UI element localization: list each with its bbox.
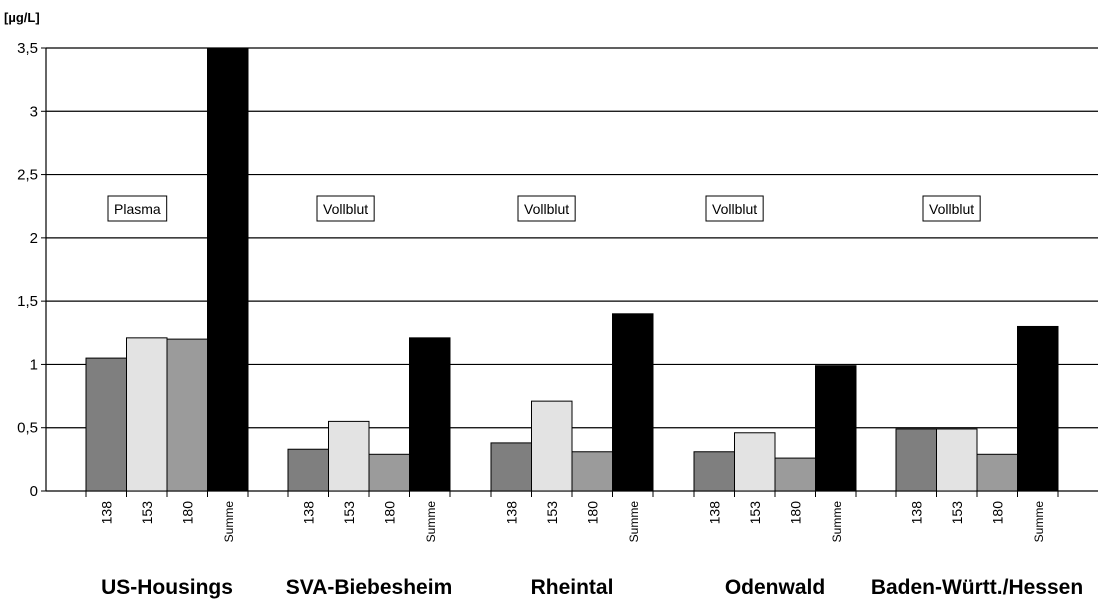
x-tick-label: Summe bbox=[222, 501, 236, 543]
x-tick-label: 180 bbox=[787, 501, 803, 525]
x-tick-label: Summe bbox=[830, 501, 844, 543]
bar bbox=[612, 313, 654, 492]
group-label: Odenwald bbox=[725, 576, 825, 599]
y-tick-label: 0 bbox=[30, 483, 38, 500]
bar bbox=[815, 365, 857, 492]
bar bbox=[490, 442, 532, 492]
annotation-label: Vollblut bbox=[323, 201, 368, 217]
bar bbox=[1017, 325, 1059, 492]
annotation-box bbox=[107, 195, 168, 222]
x-tick-label: 153 bbox=[544, 501, 560, 525]
x-tick-label: 138 bbox=[706, 501, 722, 525]
y-tick-label: 2 bbox=[30, 230, 38, 247]
x-tick-label: 180 bbox=[584, 501, 600, 525]
group-label: US-Housings bbox=[101, 576, 233, 599]
bar bbox=[693, 451, 735, 492]
x-tick-label: 138 bbox=[908, 501, 924, 525]
y-tick-label: 1,5 bbox=[17, 293, 38, 310]
annotation-box bbox=[705, 195, 764, 222]
x-tick-label: Summe bbox=[1032, 501, 1046, 543]
annotation-label: Vollblut bbox=[712, 201, 757, 217]
bar bbox=[531, 400, 573, 492]
annotation-label: Plasma bbox=[114, 201, 161, 217]
x-tick-label: 153 bbox=[747, 501, 763, 525]
x-tick-label: Summe bbox=[424, 501, 438, 543]
group-label: Baden-Württ./Hessen bbox=[871, 576, 1083, 599]
annotation-label: Vollblut bbox=[929, 201, 974, 217]
bar bbox=[409, 337, 451, 492]
bar bbox=[126, 337, 168, 492]
bar bbox=[774, 457, 816, 492]
y-axis-unit-label: [µg/L] bbox=[4, 10, 40, 25]
x-tick-label: 138 bbox=[300, 501, 316, 525]
annotation-box bbox=[922, 195, 981, 222]
x-tick-label: 153 bbox=[949, 501, 965, 525]
x-tick-label: 180 bbox=[179, 501, 195, 525]
annotation-box bbox=[316, 195, 375, 222]
annotation-label: Vollblut bbox=[524, 201, 569, 217]
group-label: SVA-Biebesheim bbox=[286, 576, 453, 599]
x-tick-label: 138 bbox=[98, 501, 114, 525]
bar bbox=[571, 451, 613, 492]
x-tick-label: 153 bbox=[139, 501, 155, 525]
bar bbox=[936, 428, 978, 492]
x-tick-label: 153 bbox=[341, 501, 357, 525]
y-tick-label: 2,5 bbox=[17, 167, 38, 184]
bar bbox=[207, 47, 249, 492]
group-label: Rheintal bbox=[531, 576, 614, 599]
x-tick-label: Summe bbox=[627, 501, 641, 543]
bar bbox=[976, 453, 1018, 492]
bar bbox=[895, 428, 937, 492]
x-tick-label: 180 bbox=[989, 501, 1005, 525]
bar bbox=[85, 357, 127, 492]
x-tick-label: 138 bbox=[503, 501, 519, 525]
y-tick-label: 1 bbox=[30, 356, 38, 373]
bar bbox=[166, 338, 208, 492]
annotation-box bbox=[517, 195, 576, 222]
bar bbox=[328, 420, 370, 492]
bar bbox=[287, 448, 329, 492]
y-tick-label: 3,5 bbox=[17, 40, 38, 57]
x-tick-label: 180 bbox=[381, 501, 397, 525]
y-tick-label: 0,5 bbox=[17, 420, 38, 437]
y-tick-label: 3 bbox=[30, 103, 38, 120]
bar bbox=[368, 453, 410, 492]
bar bbox=[734, 432, 776, 492]
